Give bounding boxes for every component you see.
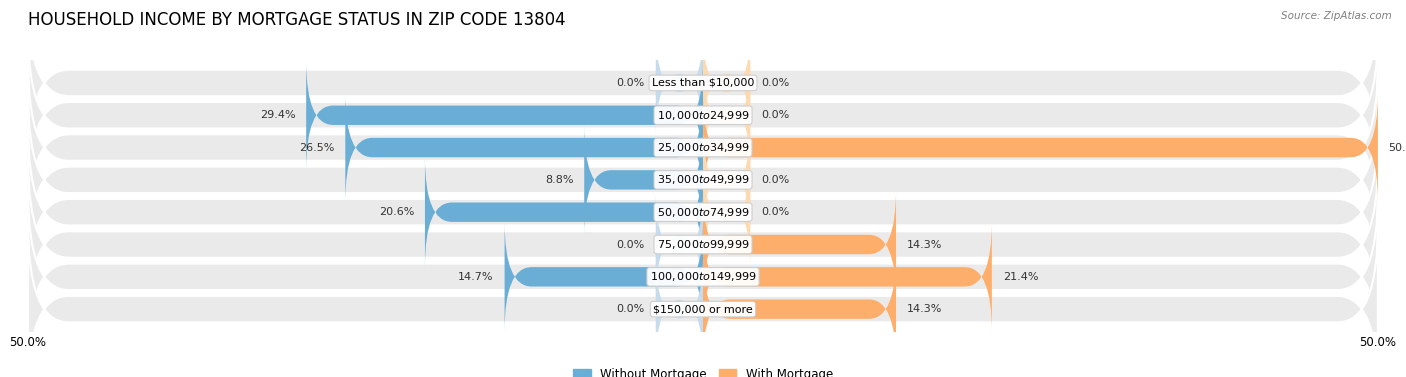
FancyBboxPatch shape [28, 96, 1378, 264]
FancyBboxPatch shape [703, 28, 751, 138]
FancyBboxPatch shape [28, 161, 1378, 328]
FancyBboxPatch shape [28, 0, 1378, 167]
FancyBboxPatch shape [307, 60, 703, 170]
FancyBboxPatch shape [703, 60, 751, 170]
FancyBboxPatch shape [28, 129, 1378, 296]
Text: Less than $10,000: Less than $10,000 [652, 78, 754, 88]
Text: 29.4%: 29.4% [260, 110, 295, 120]
Text: 0.0%: 0.0% [617, 78, 645, 88]
Text: $50,000 to $74,999: $50,000 to $74,999 [657, 206, 749, 219]
FancyBboxPatch shape [703, 190, 896, 299]
FancyBboxPatch shape [655, 190, 703, 299]
Text: HOUSEHOLD INCOME BY MORTGAGE STATUS IN ZIP CODE 13804: HOUSEHOLD INCOME BY MORTGAGE STATUS IN Z… [28, 11, 565, 29]
Text: $35,000 to $49,999: $35,000 to $49,999 [657, 173, 749, 186]
Text: $25,000 to $34,999: $25,000 to $34,999 [657, 141, 749, 154]
FancyBboxPatch shape [585, 125, 703, 235]
Text: 8.8%: 8.8% [546, 175, 574, 185]
Text: 14.7%: 14.7% [458, 272, 494, 282]
Text: 20.6%: 20.6% [378, 207, 415, 217]
Text: $150,000 or more: $150,000 or more [654, 304, 752, 314]
Text: 0.0%: 0.0% [761, 175, 789, 185]
FancyBboxPatch shape [703, 125, 751, 235]
FancyBboxPatch shape [425, 157, 703, 267]
FancyBboxPatch shape [703, 254, 896, 364]
Text: Source: ZipAtlas.com: Source: ZipAtlas.com [1281, 11, 1392, 21]
Text: $10,000 to $24,999: $10,000 to $24,999 [657, 109, 749, 122]
Text: 0.0%: 0.0% [761, 78, 789, 88]
Text: 14.3%: 14.3% [907, 304, 942, 314]
FancyBboxPatch shape [703, 222, 991, 332]
FancyBboxPatch shape [28, 225, 1378, 377]
FancyBboxPatch shape [703, 93, 1378, 202]
Text: 0.0%: 0.0% [761, 207, 789, 217]
Text: 26.5%: 26.5% [299, 143, 335, 153]
Text: 21.4%: 21.4% [1002, 272, 1038, 282]
Text: 0.0%: 0.0% [617, 304, 645, 314]
Legend: Without Mortgage, With Mortgage: Without Mortgage, With Mortgage [568, 363, 838, 377]
FancyBboxPatch shape [28, 193, 1378, 360]
FancyBboxPatch shape [655, 254, 703, 364]
FancyBboxPatch shape [28, 32, 1378, 199]
Text: $100,000 to $149,999: $100,000 to $149,999 [650, 270, 756, 284]
Text: 50.0%: 50.0% [1389, 143, 1406, 153]
Text: 0.0%: 0.0% [761, 110, 789, 120]
Text: 0.0%: 0.0% [617, 239, 645, 250]
FancyBboxPatch shape [703, 157, 751, 267]
FancyBboxPatch shape [346, 93, 703, 202]
Text: 14.3%: 14.3% [907, 239, 942, 250]
FancyBboxPatch shape [505, 222, 703, 332]
FancyBboxPatch shape [28, 64, 1378, 231]
FancyBboxPatch shape [655, 28, 703, 138]
Text: $75,000 to $99,999: $75,000 to $99,999 [657, 238, 749, 251]
